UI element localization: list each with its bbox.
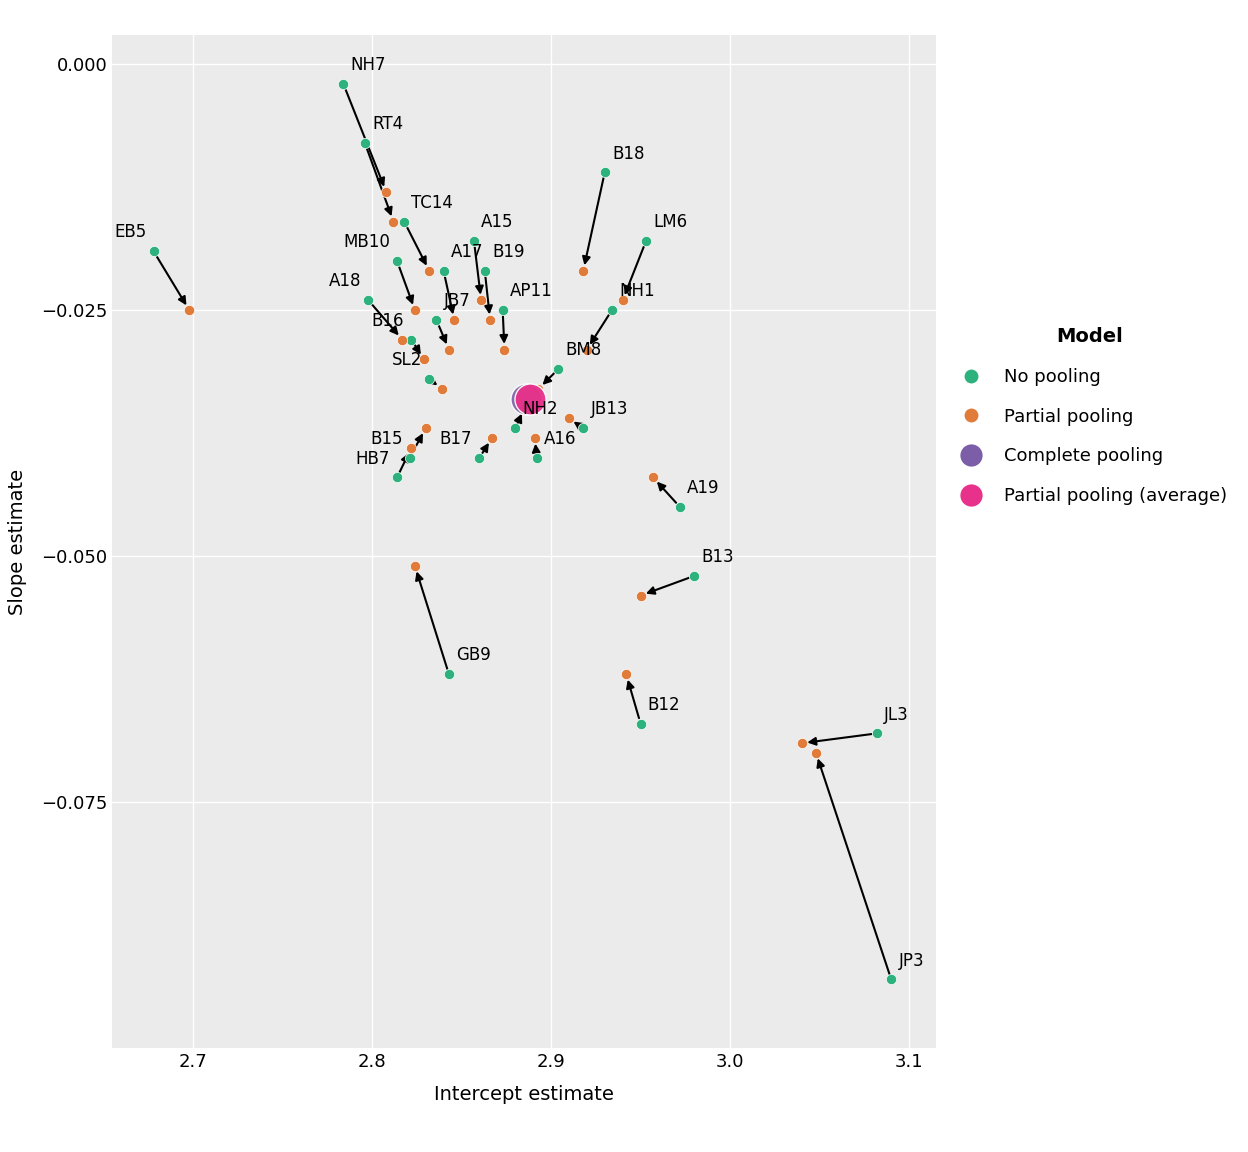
- Point: [404, 301, 424, 319]
- Point: [433, 262, 453, 280]
- Point: [354, 134, 374, 152]
- Text: NH2: NH2: [523, 401, 558, 418]
- Point: [527, 448, 547, 467]
- Text: JB13: JB13: [590, 401, 628, 418]
- Point: [573, 419, 593, 438]
- Point: [505, 419, 525, 438]
- Point: [432, 380, 452, 399]
- Point: [399, 448, 419, 467]
- Point: [519, 389, 539, 408]
- Point: [494, 340, 514, 358]
- Point: [439, 340, 459, 358]
- Point: [439, 665, 459, 683]
- Point: [387, 252, 407, 271]
- Text: JP3: JP3: [899, 952, 924, 970]
- X-axis label: Intercept estimate: Intercept estimate: [434, 1085, 614, 1104]
- Point: [394, 212, 414, 230]
- Text: A18: A18: [328, 273, 361, 290]
- Text: EB5: EB5: [114, 223, 146, 241]
- Text: B17: B17: [439, 430, 472, 448]
- Point: [144, 242, 163, 260]
- Point: [469, 448, 489, 467]
- Point: [419, 262, 439, 280]
- Point: [333, 75, 353, 93]
- Point: [670, 498, 690, 516]
- Point: [377, 183, 397, 202]
- Text: B19: B19: [492, 243, 524, 262]
- Point: [392, 331, 412, 349]
- Text: HB7: HB7: [356, 449, 389, 468]
- Point: [867, 725, 887, 743]
- Point: [444, 311, 464, 329]
- Text: BM8: BM8: [565, 341, 602, 359]
- Point: [806, 744, 826, 763]
- Point: [387, 468, 407, 486]
- Point: [416, 419, 436, 438]
- Point: [414, 350, 434, 369]
- Point: [404, 556, 424, 575]
- Text: B15: B15: [369, 430, 402, 448]
- Point: [613, 291, 633, 310]
- Point: [493, 301, 513, 319]
- Point: [515, 389, 535, 408]
- Point: [514, 400, 534, 418]
- Point: [474, 262, 494, 280]
- Point: [791, 734, 811, 752]
- Text: MB10: MB10: [343, 233, 389, 251]
- Point: [602, 301, 622, 319]
- Point: [636, 232, 656, 250]
- Text: SL2: SL2: [392, 351, 422, 369]
- Text: B13: B13: [701, 548, 734, 566]
- Point: [528, 380, 548, 399]
- Point: [595, 164, 615, 182]
- Point: [180, 301, 200, 319]
- Point: [427, 311, 447, 329]
- Point: [643, 468, 663, 486]
- Point: [573, 262, 593, 280]
- Point: [630, 586, 650, 605]
- Text: A15: A15: [482, 213, 514, 232]
- Point: [630, 714, 650, 733]
- Text: JB7: JB7: [443, 293, 470, 310]
- Point: [617, 665, 636, 683]
- Text: JL3: JL3: [884, 705, 909, 723]
- Text: LM6: LM6: [653, 213, 688, 232]
- Text: B16: B16: [372, 312, 404, 329]
- Point: [464, 232, 484, 250]
- Text: GB9: GB9: [456, 646, 490, 665]
- Point: [559, 409, 579, 427]
- Text: AP11: AP11: [510, 282, 553, 301]
- Point: [402, 439, 422, 457]
- Text: RT4: RT4: [372, 115, 403, 132]
- Point: [482, 429, 502, 447]
- Point: [684, 567, 704, 585]
- Text: A19: A19: [688, 479, 720, 498]
- Point: [419, 370, 439, 388]
- Point: [480, 311, 500, 329]
- Text: NH1: NH1: [619, 282, 655, 301]
- Text: A16: A16: [544, 430, 577, 448]
- Text: TC14: TC14: [412, 194, 453, 212]
- Legend: No pooling, Partial pooling, Complete pooling, Partial pooling (average): No pooling, Partial pooling, Complete po…: [953, 327, 1227, 505]
- Text: B18: B18: [612, 144, 644, 162]
- Point: [383, 212, 403, 230]
- Text: NH7: NH7: [351, 56, 386, 74]
- Point: [881, 970, 901, 988]
- Point: [548, 359, 568, 378]
- Point: [402, 331, 422, 349]
- Point: [577, 340, 597, 358]
- Text: A17: A17: [451, 243, 483, 262]
- Point: [525, 429, 545, 447]
- Y-axis label: Slope estimate: Slope estimate: [9, 469, 27, 614]
- Point: [358, 291, 378, 310]
- Point: [472, 291, 492, 310]
- Text: B12: B12: [648, 696, 680, 714]
